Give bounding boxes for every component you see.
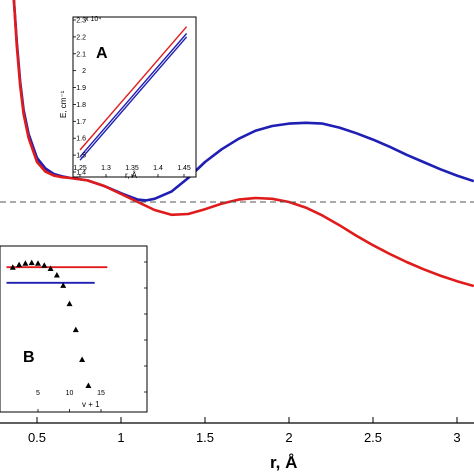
inset-b-point	[53, 272, 60, 278]
inset-a-x-tick-label: 1.3	[101, 165, 111, 172]
main-x-tick-label: 1	[117, 430, 124, 445]
inset-a-y-tick-label: 1.6	[76, 136, 86, 143]
main-x-axis-title: r, Å	[270, 453, 297, 472]
inset-b-label: B	[23, 349, 35, 366]
inset-a-x-tick-label: 1.4	[153, 165, 163, 172]
main-x-tick-label: 1.5	[196, 430, 214, 445]
main-x-tick-label: 2	[285, 430, 292, 445]
inset-b-level-lines	[6, 266, 108, 284]
main-x-tick-label: 2.5	[364, 430, 382, 445]
inset-a-y-tick-label: 2.3	[76, 17, 86, 24]
inset-a-series-line-1	[79, 26, 188, 151]
inset-b-point	[79, 356, 86, 362]
inset-b-point	[72, 326, 79, 333]
inset-b-point	[9, 264, 16, 270]
inset-b-x-axis-title: v + 1	[82, 400, 100, 409]
inset-a-y-tick-label: 2	[82, 68, 86, 75]
inset-a-y-tick-label: 1.5	[76, 153, 86, 160]
main-x-ticks: 0.5 1 1.5 2 2.5 3	[28, 417, 461, 445]
main-series-line-1	[12, 0, 474, 202]
inset-b-point	[16, 261, 23, 268]
inset-b-x-tick-label: 5	[36, 390, 40, 397]
inset-b-ticks: 5 10 15	[36, 261, 147, 412]
inset-a-x-tick-label: 1.35	[125, 165, 139, 172]
inset-b-point	[85, 382, 92, 388]
inset-a-label: A	[96, 45, 108, 62]
inset-a-y-tick-label: 1.9	[76, 85, 86, 92]
inset-b-point	[66, 300, 73, 307]
inset-b-point	[41, 262, 48, 268]
inset-b-point	[47, 265, 54, 271]
inset-a-exponent: x 10⁴	[85, 16, 101, 23]
inset-b-point	[22, 260, 29, 266]
inset-a-x-tick-label: 1.45	[177, 165, 191, 172]
inset-b-frame	[0, 245, 148, 413]
inset-a-x-axis-title: r, Å	[125, 171, 138, 180]
inset-b-point	[28, 259, 35, 266]
main-x-tick-label: 3	[453, 430, 460, 445]
inset-b: 5 10 15 B v + 1	[0, 245, 148, 413]
inset-a-y-tick-label: 1.4	[76, 170, 86, 177]
inset-b-points	[9, 259, 92, 388]
inset-b-point	[35, 260, 41, 266]
inset-b-point	[60, 282, 67, 288]
inset-a-y-tick-label: 1.8	[76, 102, 86, 109]
inset-a-y-tick-label: 2.2	[76, 34, 86, 41]
main-x-tick-label: 0.5	[28, 430, 46, 445]
inset-a-series-group	[79, 26, 188, 161]
inset-a-y-tick-label: 2.1	[76, 51, 86, 58]
inset-b-x-tick-label: 15	[97, 390, 105, 397]
main-series-line-2	[12, 0, 474, 288]
main-series-group	[12, 0, 474, 288]
inset-a-ticks: 1.25 1.3 1.35 1.4 1.45 1.4 1.5 1.6 1.7 1.8 1.9 2 2.1…	[73, 17, 191, 177]
inset-a-y-axis-title: E, cm⁻¹	[59, 90, 68, 118]
inset-a: 1.25 1.3 1.35 1.4 1.45 1.4 1.5 1.6 1.7 1.8 1.9 2 2.1…	[59, 16, 197, 180]
inset-a-x-tick-label: 1.25	[73, 165, 87, 172]
inset-a-series-line-3	[79, 36, 188, 161]
inset-a-series-line-2	[79, 33, 188, 158]
inset-b-x-tick-label: 10	[66, 390, 74, 397]
inset-a-y-tick-label: 1.7	[76, 119, 86, 126]
